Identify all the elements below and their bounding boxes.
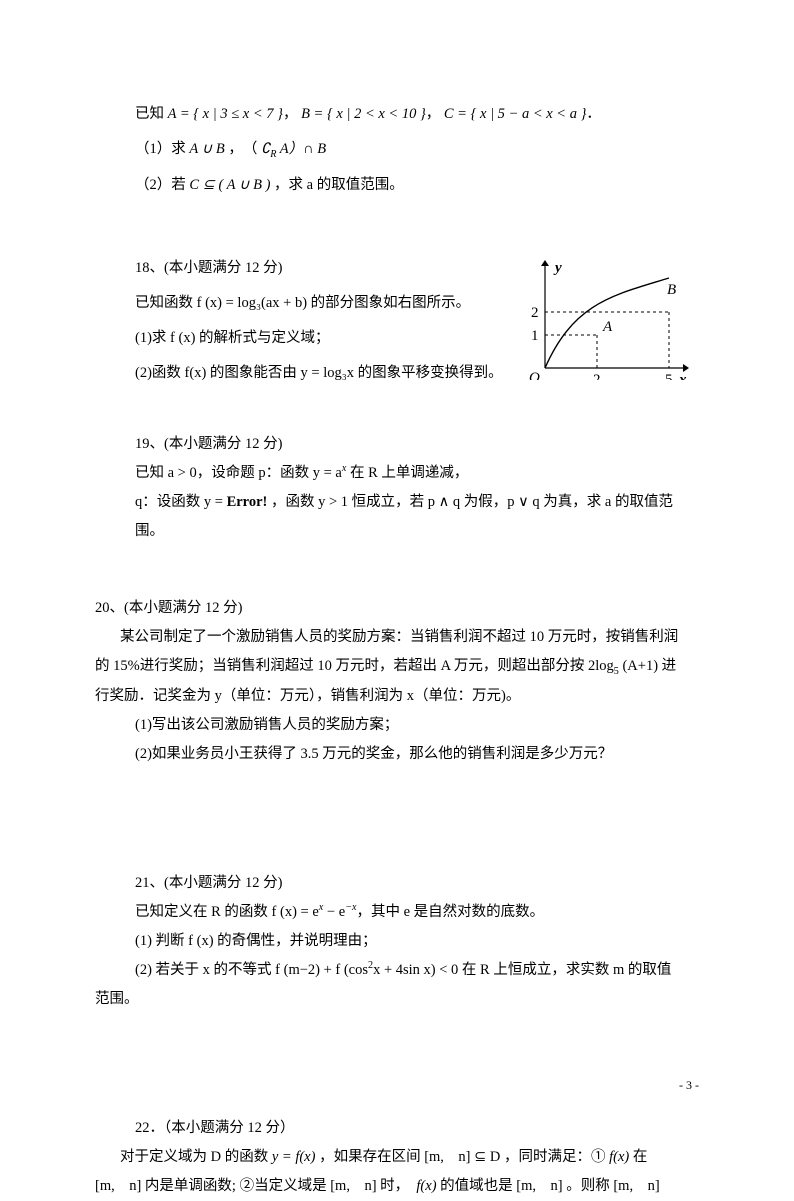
p22-l2fx: f(x) — [416, 1178, 436, 1194]
p21-l3: (2) 若关于 x 的不等式 f (m−2) + f (cos2x + 4sin… — [95, 956, 699, 985]
p17-q1-expr1: A ∪ B — [189, 141, 224, 157]
p19-header: 19、(本小题满分 12 分) — [95, 430, 699, 459]
p21-l1c: ，其中 e 是自然对数的底数。 — [356, 904, 544, 920]
p22-fx2: f(x) — [609, 1149, 629, 1165]
p19-l2a: q：设函数 y = — [135, 494, 227, 510]
p20-l2: 的 15%进行奖励；当销售利润超过 10 万元时，若超出 A 万元，则超出部分按… — [95, 652, 699, 682]
p22-l2a: [m, n] 内是单调函数; ②当定义域是 [m, n] 时， — [95, 1178, 416, 1194]
p19-l2: q：设函数 y = Error! ，函数 y > 1 恒成立，若 p ∧ q 为… — [95, 488, 699, 546]
p22-l1c: 在 — [629, 1149, 647, 1165]
p21-l1a: 已知定义在 R 的函数 f (x) = e — [135, 904, 319, 920]
log-graph-svg: 1 2 2 5 Oy x A B — [519, 260, 689, 380]
svg-text:x: x — [678, 372, 687, 380]
p22-l1a: 对于定义域为 D 的函数 — [120, 1149, 272, 1165]
p19-l1: 已知 a > 0，设命题 p：函数 y = ax 在 R 上单调递减， — [95, 459, 699, 488]
p17-q2-label: （2）若 — [135, 177, 189, 193]
svg-text:B: B — [667, 282, 676, 298]
p22-header: 22．（本小题满分 12 分） — [95, 1114, 699, 1143]
p18-figure: 1 2 2 5 Oy x A B — [519, 260, 689, 380]
page-number: - 3 - — [679, 1078, 699, 1093]
p22-fx: y = f(x) — [272, 1149, 316, 1165]
p21-l3b: x + 4sin x) < 0 在 R 上恒成立，求实数 m 的取值 — [373, 962, 671, 978]
p20-l4: (1)写出该公司激励销售人员的奖励方案； — [95, 711, 699, 740]
svg-text:A: A — [602, 319, 613, 335]
p17-pre: 已知 — [135, 106, 168, 122]
p17-q1-expr2: ∁ — [261, 141, 270, 157]
p20-header: 20、(本小题满分 12 分) — [95, 594, 699, 623]
p20-l2b: (A+1) 进 — [619, 658, 676, 674]
p17-q1-expr2-after: A）∩ B — [276, 141, 326, 157]
p21-l4: 范围。 — [95, 985, 699, 1014]
p17-setB: B = { x | 2 < x < 10 } — [301, 106, 426, 122]
svg-text:2: 2 — [531, 305, 539, 321]
p21-l1b: − e — [323, 904, 345, 920]
p17-q1-sep: ， （ — [228, 141, 261, 157]
p21-l1s2: −x — [345, 903, 356, 914]
p20-l3: 行奖励．记奖金为 y（单位：万元），销售利润为 x（单位：万元)。 — [95, 682, 699, 711]
p19-l1a: 已知 a > 0，设命题 p：函数 y = a — [135, 465, 342, 481]
p22-l1b: ，如果存在区间 [m, n] ⊆ D ，同时满足：① — [315, 1149, 609, 1165]
svg-text:1: 1 — [531, 328, 539, 344]
p17-setA: A = { x | 3 ≤ x < 7 } — [168, 106, 283, 122]
p17-q1-label: （1）求 — [135, 141, 189, 157]
p17-q2-expr: C ⊆ ( A ∪ B ) — [189, 177, 270, 193]
p17-sets-line: 已知 A = { x | 3 ≤ x < 7 }， B = { x | 2 < … — [95, 100, 699, 129]
p17-q1: （1）求 A ∪ B ， （ ∁R A）∩ B — [95, 135, 699, 165]
p20-l1: 某公司制定了一个激励销售人员的奖励方案：当销售利润不超过 10 万元时，按销售利… — [95, 623, 699, 652]
p21-l1: 已知定义在 R 的函数 f (x) = ex − e−x，其中 e 是自然对数的… — [95, 898, 699, 927]
p17-setC: C = { x | 5 − a < x < a } — [444, 106, 587, 122]
p19-error: Error! — [227, 494, 268, 510]
p17-q2-after: ，求 a 的取值范围。 — [274, 177, 404, 193]
svg-text:y: y — [553, 260, 562, 276]
p17-q2: （2）若 C ⊆ ( A ∪ B ) ，求 a 的取值范围。 — [95, 171, 699, 200]
page-content: 已知 A = { x | 3 ≤ x < 7 }， B = { x | 2 < … — [0, 0, 794, 1201]
p22-l1: 对于定义域为 D 的函数 y = f(x) ，如果存在区间 [m, n] ⊆ D… — [95, 1143, 699, 1172]
p20-l2a: 的 15%进行奖励；当销售利润超过 10 万元时，若超出 A 万元，则超出部分按… — [95, 658, 614, 674]
p21-l2: (1) 判断 f (x) 的奇偶性，并说明理由； — [95, 927, 699, 956]
p21-l3a: (2) 若关于 x 的不等式 f (m−2) + f (cos — [135, 962, 368, 978]
svg-text:2: 2 — [593, 372, 601, 380]
svg-text:O: O — [529, 370, 540, 380]
p20-l5: (2)如果业务员小王获得了 3.5 万元的奖金，那么他的销售利润是多少万元？ — [95, 740, 699, 769]
p22-l2: [m, n] 内是单调函数; ②当定义域是 [m, n] 时， f(x) 的值域… — [95, 1172, 699, 1201]
p21-header: 21、(本小题满分 12 分) — [95, 869, 699, 898]
p22-l2b: 的值域也是 [m, n] 。则称 [m, n] — [437, 1178, 660, 1194]
svg-text:5: 5 — [665, 372, 673, 380]
p19-l1b: 在 R 上单调递减， — [346, 465, 468, 481]
